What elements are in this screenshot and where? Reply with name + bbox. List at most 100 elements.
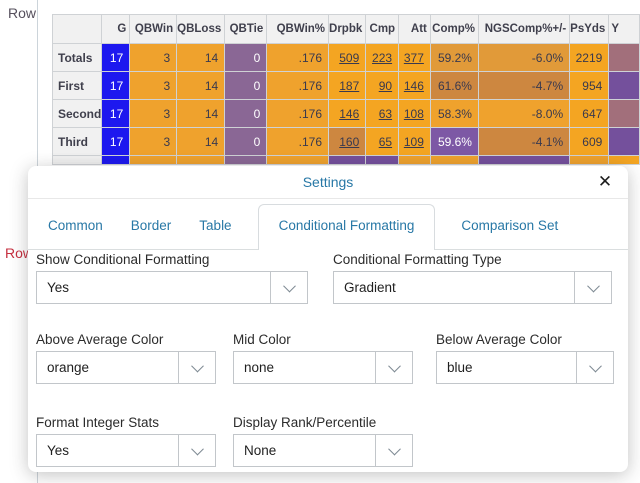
settings-dialog: Settings ✕ Common Border Table Conditional …: [28, 166, 628, 472]
cell-cmp-first[interactable]: 90: [365, 71, 400, 100]
show-conditional-formatting-value: Yes: [47, 280, 70, 295]
col-header-qbwinpct: QBWin%: [266, 14, 330, 44]
field-show-conditional-formatting: Show Conditional Formatting Yes: [36, 252, 308, 304]
display-rank-percentile-select[interactable]: None: [233, 434, 413, 467]
field-below-average-color: Below Average Color blue: [436, 332, 614, 384]
mid-color-select[interactable]: none: [233, 351, 413, 384]
cell-att-second[interactable]: 108: [398, 99, 431, 128]
show-conditional-formatting-label: Show Conditional Formatting: [36, 252, 210, 267]
above-average-color-select[interactable]: orange: [36, 351, 216, 384]
chevron-down-glyph: [588, 359, 602, 373]
col-header-row: [51, 14, 103, 44]
cell-qbtie-totals: 0: [224, 43, 268, 72]
cell-cmp-partial: [365, 155, 400, 165]
col-header-comppct: Comp%: [429, 14, 479, 44]
cell-qbwin-totals: 3: [129, 43, 178, 72]
conditional-formatting-type-label: Conditional Formatting Type: [333, 252, 502, 267]
chevron-down-glyph: [586, 279, 600, 293]
format-integer-stats-value: Yes: [47, 443, 70, 458]
chevron-down-icon: [576, 352, 613, 383]
dialog-title: Settings: [302, 174, 354, 190]
cell-comppct-second: 58.3%: [429, 99, 479, 128]
cell-psyds-first: 954: [569, 71, 610, 100]
table-row: Third 17 3 14 0.176 160 65 109 59.6% -4.1% 609: [51, 127, 640, 156]
cell-att-first[interactable]: 146: [398, 71, 431, 100]
field-above-average-color: Above Average Color orange: [36, 332, 216, 384]
cell-ngscomp-partial: [477, 155, 571, 165]
close-button[interactable]: ✕: [594, 171, 616, 193]
chevron-down-glyph: [190, 442, 204, 456]
cell-psyds-totals: 2219: [569, 43, 610, 72]
cell-y-partial: [608, 155, 640, 165]
cell-drpbk-first[interactable]: 187: [328, 71, 367, 100]
qb-stats-table: G QBWin QBLoss QBTie QBWin% Drpbk Cmp Att Comp% N…: [51, 14, 640, 165]
col-header-drpbk: Drpbk: [328, 14, 367, 44]
dialog-tab-bar: Common Border Table Conditional Formatting C…: [28, 199, 628, 250]
col-header-ngscomp: NGSComp%+/-: [477, 14, 571, 44]
cell-qbtie-partial: [224, 155, 268, 165]
chevron-down-icon: [178, 352, 215, 383]
cell-comppct-totals: 59.2%: [429, 43, 479, 72]
cell-att-totals[interactable]: 377: [398, 43, 431, 72]
cell-ngscomp-first: -4.7%: [477, 71, 571, 100]
cell-drpbk-second[interactable]: 146: [328, 99, 367, 128]
cell-qbwinpct-third: .176: [266, 127, 330, 156]
cell-qbwin-second: 3: [129, 99, 178, 128]
tab-conditional-formatting[interactable]: Conditional Formatting: [257, 204, 436, 250]
cell-comppct-first: 61.6%: [429, 71, 479, 100]
cell-qbloss-second: 14: [176, 99, 226, 128]
col-header-att: Att: [398, 14, 431, 44]
format-integer-stats-label: Format Integer Stats: [36, 415, 160, 430]
field-conditional-formatting-type: Conditional Formatting Type Gradient: [333, 252, 612, 304]
cell-ngscomp-second: -8.0%: [477, 99, 571, 128]
cell-qbwin-partial: [129, 155, 178, 165]
cell-qbloss-third: 14: [176, 127, 226, 156]
dialog-header: Settings ✕: [28, 166, 628, 199]
cell-att-partial: [398, 155, 431, 165]
cell-g-partial: [101, 155, 131, 165]
cell-drpbk-totals[interactable]: 509: [328, 43, 367, 72]
cell-qbtie-first: 0: [224, 71, 268, 100]
cell-g-third: 17: [101, 127, 131, 156]
cell-psyds-partial: [569, 155, 610, 165]
row-header-first: First: [51, 71, 103, 100]
cell-qbwinpct-second: .176: [266, 99, 330, 128]
tab-border[interactable]: Border: [130, 218, 172, 233]
col-header-y: Y: [608, 14, 640, 44]
cell-cmp-totals[interactable]: 223: [365, 43, 400, 72]
cell-qbloss-partial: [176, 155, 226, 165]
cell-qbwinpct-totals: .176: [266, 43, 330, 72]
show-conditional-formatting-select[interactable]: Yes: [36, 271, 308, 304]
cell-psyds-second: 647: [569, 99, 610, 128]
cell-y-second: [608, 99, 640, 128]
format-integer-stats-select[interactable]: Yes: [36, 434, 216, 467]
conditional-formatting-type-value: Gradient: [344, 280, 396, 295]
cell-drpbk-partial: [328, 155, 367, 165]
field-mid-color: Mid Color none: [233, 332, 413, 384]
cell-cmp-third[interactable]: 65: [365, 127, 400, 156]
close-icon: ✕: [597, 172, 613, 191]
above-average-color-value: orange: [47, 360, 90, 375]
chevron-down-icon: [178, 435, 215, 466]
row-dimension-label-left: Row: [5, 245, 34, 261]
below-average-color-select[interactable]: blue: [436, 351, 614, 384]
conditional-formatting-type-select[interactable]: Gradient: [333, 271, 612, 304]
tab-common[interactable]: Common: [48, 218, 103, 233]
cell-qbwinpct-first: .176: [266, 71, 330, 100]
tab-comparison-set[interactable]: Comparison Set: [461, 218, 559, 233]
col-header-psyds: PsYds: [569, 14, 610, 44]
chevron-down-icon: [375, 435, 412, 466]
row-header-second: Second: [51, 99, 103, 128]
cell-g-second: 17: [101, 99, 131, 128]
cell-qbloss-first: 14: [176, 71, 226, 100]
mid-color-value: none: [244, 360, 275, 375]
cell-qbloss-totals: 14: [176, 43, 226, 72]
row-header-partial: [51, 155, 103, 165]
cell-cmp-second[interactable]: 63: [365, 99, 400, 128]
cell-drpbk-third[interactable]: 160: [328, 127, 367, 156]
tab-table[interactable]: Table: [199, 218, 232, 233]
row-header-third: Third: [51, 127, 103, 156]
cell-qbwin-third: 3: [129, 127, 178, 156]
cell-att-third[interactable]: 109: [398, 127, 431, 156]
mid-color-label: Mid Color: [233, 332, 291, 347]
